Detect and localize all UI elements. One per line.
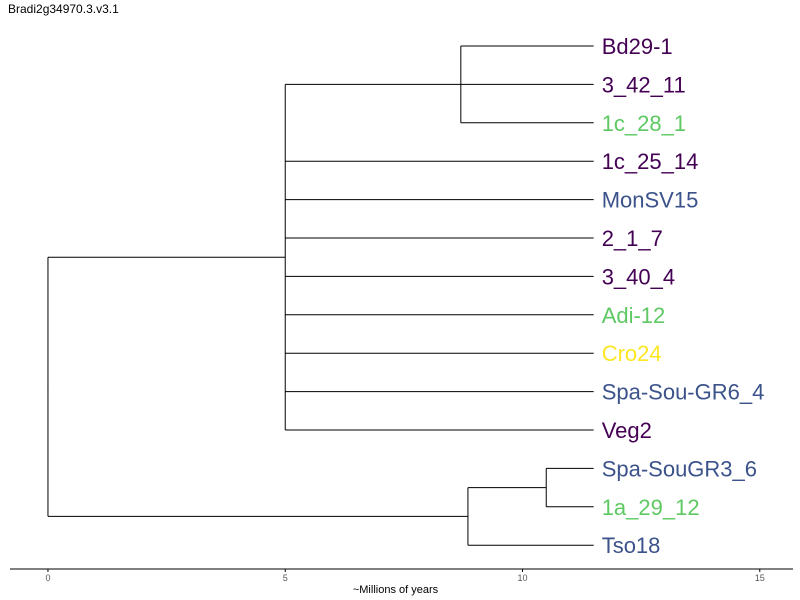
page-title: Bradi2g34970.3.v3.1	[8, 2, 119, 16]
leaf-label: 3_42_11	[602, 72, 686, 97]
leaf-label: Veg2	[602, 418, 652, 443]
axis-title: ~Millions of years	[353, 584, 439, 596]
axis-tick-label: 10	[518, 573, 528, 583]
leaf-label: 1c_25_14	[602, 149, 699, 174]
leaf-label: 1c_28_1	[602, 111, 686, 136]
leaf-label: Bd29-1	[602, 34, 673, 59]
leaf-label: Cro24	[602, 341, 662, 366]
leaf-label: Adi-12	[602, 303, 666, 328]
leaf-label: Spa-SouGR3_6	[602, 456, 757, 481]
axis-tick-label: 5	[283, 573, 288, 583]
leaf-label: 3_40_4	[602, 264, 675, 289]
leaf-label: 2_1_7	[602, 226, 663, 251]
tree-branches	[47, 45, 594, 546]
axis-tick-label: 0	[45, 573, 50, 583]
leaf-label: Tso18	[602, 533, 661, 558]
leaf-labels: Bd29-1 3_42_11 1c_28_1 1c_25_14 MonSV15 2_1_7…	[602, 34, 765, 558]
leaf-label: MonSV15	[602, 188, 699, 213]
axis-tick-label: 15	[755, 573, 765, 583]
leaf-label: 1a_29_12	[602, 495, 700, 520]
leaf-label: Spa-Sou-GR6_4	[602, 380, 765, 405]
time-axis: 0 5 10 15	[10, 568, 793, 583]
